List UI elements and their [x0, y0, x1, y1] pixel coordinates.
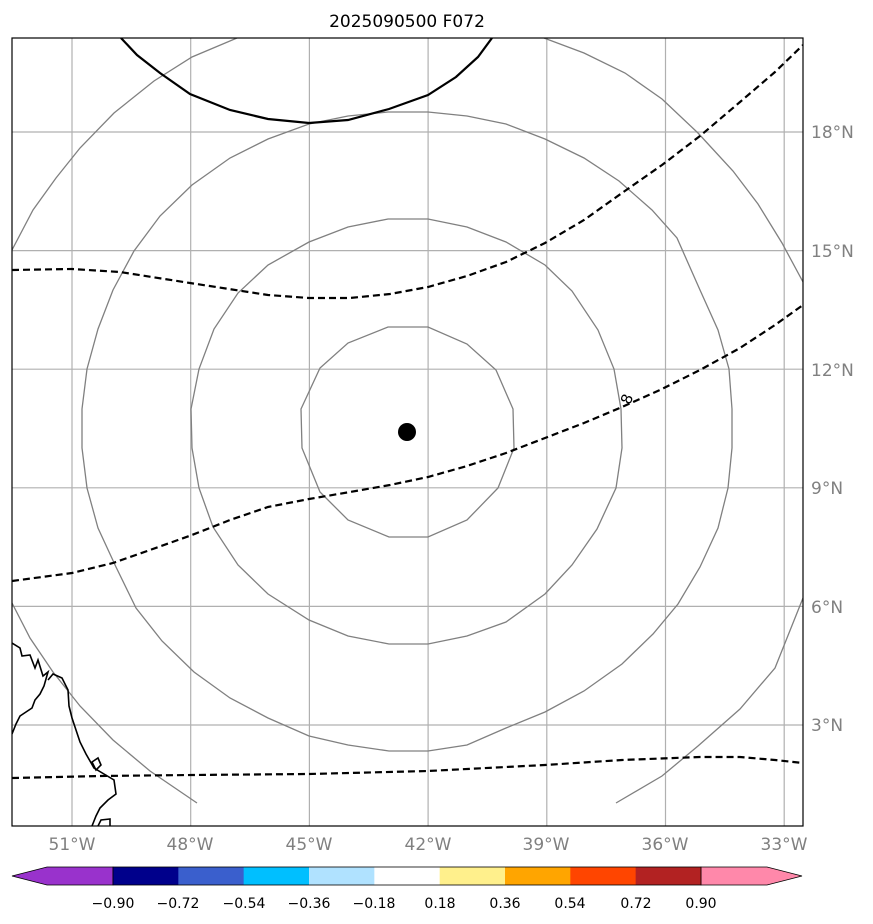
colorbar-under-arrow	[11, 866, 114, 886]
dashed-contour-middle	[12, 304, 803, 583]
lat-label: 6°N	[811, 598, 843, 618]
coastline-mainland	[12, 642, 50, 735]
dashed-contour-upper	[12, 44, 803, 300]
colorbar-segment	[570, 867, 637, 885]
lat-label: 3°N	[811, 716, 843, 736]
coastline-guiana	[47, 673, 117, 826]
storm-center-marker	[398, 423, 416, 441]
colorbar-segment	[635, 867, 702, 885]
lon-label: 51°W	[49, 835, 96, 855]
outer-circle-contour-left	[12, 38, 238, 251]
lon-label: 45°W	[286, 835, 333, 855]
colorbar-segment	[505, 867, 571, 885]
lat-label: 15°N	[811, 242, 854, 262]
lon-label: 42°W	[405, 835, 452, 855]
coastline	[12, 642, 117, 826]
colorbar-tick-label: 0.90	[685, 896, 716, 912]
colorbar-segment	[113, 867, 179, 885]
colorbar-tick-label: −0.72	[157, 896, 200, 912]
lat-label: 9°N	[811, 479, 843, 499]
lon-label: 36°W	[642, 835, 689, 855]
colorbar: −0.90 −0.72 −0.54 −0.36 −0.18 0.18 0.36 …	[11, 866, 803, 912]
dashed-contour-lower	[12, 755, 803, 780]
colorbar-tick-label: 0.18	[424, 896, 455, 912]
circular-contours	[12, 38, 803, 804]
coastline-bay	[97, 818, 111, 826]
colorbar-segment	[374, 867, 441, 885]
third-circle-contour	[81, 111, 733, 752]
colorbar-tick-label: 0.36	[489, 896, 520, 912]
lat-label: 12°N	[811, 361, 854, 381]
longitude-labels: 51°W 48°W 45°W 42°W 39°W 36°W 33°W	[49, 835, 808, 855]
colorbar-segment	[309, 867, 375, 885]
colorbar-tick-label: −0.90	[92, 896, 135, 912]
lon-label: 39°W	[523, 835, 570, 855]
outer-circle-contour-right	[543, 38, 803, 283]
colorbar-outline	[112, 866, 702, 886]
colorbar-tick-label: 0.54	[554, 896, 585, 912]
lon-label: 48°W	[167, 835, 214, 855]
inner-circle-contour	[300, 326, 515, 538]
colorbar-tick-label: −0.18	[353, 896, 396, 912]
outer-circle-contour-lower-right	[615, 597, 803, 804]
solid-black-contour	[120, 38, 493, 125]
colorbar-over-arrow	[700, 866, 803, 886]
lat-label: 18°N	[811, 123, 854, 143]
colorbar-segment	[243, 867, 310, 885]
lon-label: 33°W	[761, 835, 808, 855]
colorbar-segment	[178, 867, 245, 885]
outer-circle-contour-lower-left	[12, 602, 198, 804]
colorbar-tick-label: 0.72	[620, 896, 651, 912]
colorbar-tick-label: −0.36	[288, 896, 331, 912]
gridlines	[12, 38, 803, 826]
colorbar-tick-label: −0.54	[223, 896, 266, 912]
dashed-contours	[12, 44, 803, 780]
map-frame	[11, 37, 804, 827]
second-circle-contour	[190, 218, 623, 645]
coastline-island	[90, 756, 102, 772]
latitude-labels: 3°N 6°N 9°N 12°N 15°N 18°N	[811, 123, 854, 736]
figure-title: 2025090500 F072	[329, 12, 485, 32]
map-panel: 8	[11, 37, 804, 827]
colorbar-segment	[439, 867, 506, 885]
